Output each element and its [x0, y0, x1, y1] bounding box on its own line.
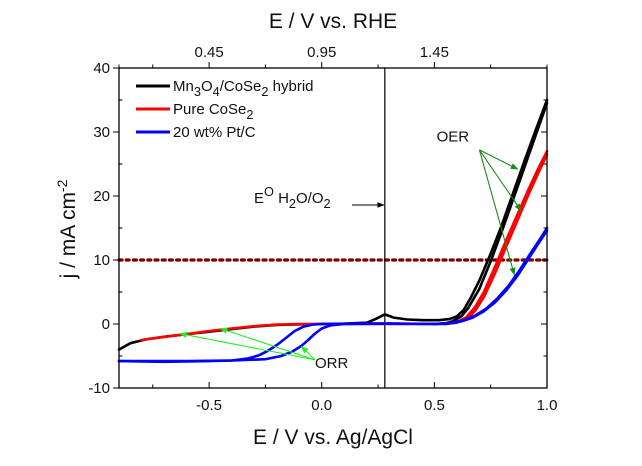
top-tick-label: 0.45 [195, 44, 224, 61]
text-run: Mn [173, 78, 194, 95]
series-1-branch-0-line [140, 149, 549, 342]
top-tick-label: 1.45 [420, 44, 449, 61]
orr-arrow-2 [300, 345, 316, 361]
orr-arrow-1 [219, 327, 316, 361]
y-tick-label: 40 [93, 60, 110, 77]
oer-label: OER [437, 129, 470, 146]
subscript: 4 [213, 84, 220, 99]
oer-arrow-2 [478, 149, 516, 276]
y-tick-label: 0 [102, 316, 110, 333]
text-run: hybrid [269, 78, 314, 95]
orr-label: ORR [315, 355, 349, 372]
y-tick-label: 10 [93, 252, 110, 269]
subscript: 2 [261, 84, 268, 99]
y-tick-label: -10 [88, 380, 110, 397]
x-tick-label: 0.5 [424, 397, 445, 414]
text-run: O [201, 78, 213, 95]
x-axis-title: E / V vs. Ag/AgCl [253, 426, 413, 449]
legend-label-2: 20 wt% Pt/C [173, 124, 256, 141]
series-layer [117, 98, 549, 364]
superscript: O [264, 184, 274, 199]
orr-arrow-0 [179, 331, 316, 361]
subscript: 2 [289, 196, 296, 211]
subscript: 3 [194, 84, 201, 99]
eo-h2o-o2-label: EO H2O/O2 [254, 184, 331, 211]
series-2-branch-1-line [117, 229, 549, 363]
top-axis-title: E / V vs. RHE [269, 10, 397, 33]
text-run: E [254, 190, 264, 207]
x-tick-label: 1.0 [537, 397, 558, 414]
legend-label-1: Pure CoSe2 [173, 101, 253, 122]
x-tick-label: -0.5 [196, 397, 222, 414]
subscript: 2 [324, 196, 331, 211]
x-axis-ticks: -0.5 0.0 0.5 1.0 [152, 382, 558, 414]
top-tick-label: 0.95 [307, 44, 336, 61]
x-tick-label: 0.0 [311, 397, 332, 414]
top-axis-ticks: 0.45 0.95 1.45 [118, 44, 548, 68]
text-run: 20 wt% Pt/C [173, 124, 256, 141]
y-tick-label: 20 [93, 188, 110, 205]
text-run: /CoSe [220, 78, 262, 95]
oer-arrow-1 [478, 149, 522, 212]
legend-label-0: Mn3O4/CoSe2 hybrid [173, 78, 314, 99]
y-axis-title: j / mA cm-2 [54, 179, 80, 279]
y-axis-title-main: j / mA cm [57, 192, 80, 279]
reference-lines [117, 68, 549, 388]
subscript: 2 [246, 107, 253, 122]
text-run: H [274, 190, 289, 207]
y-axis-ticks: -10 0 10 20 30 40 [88, 60, 547, 397]
oer-arrow-0 [479, 149, 519, 170]
text-run: O/O [296, 190, 324, 207]
y-tick-label: 30 [93, 124, 110, 141]
y-axis-title-exponent: -2 [54, 179, 70, 192]
text-run: Pure CoSe [173, 101, 246, 118]
